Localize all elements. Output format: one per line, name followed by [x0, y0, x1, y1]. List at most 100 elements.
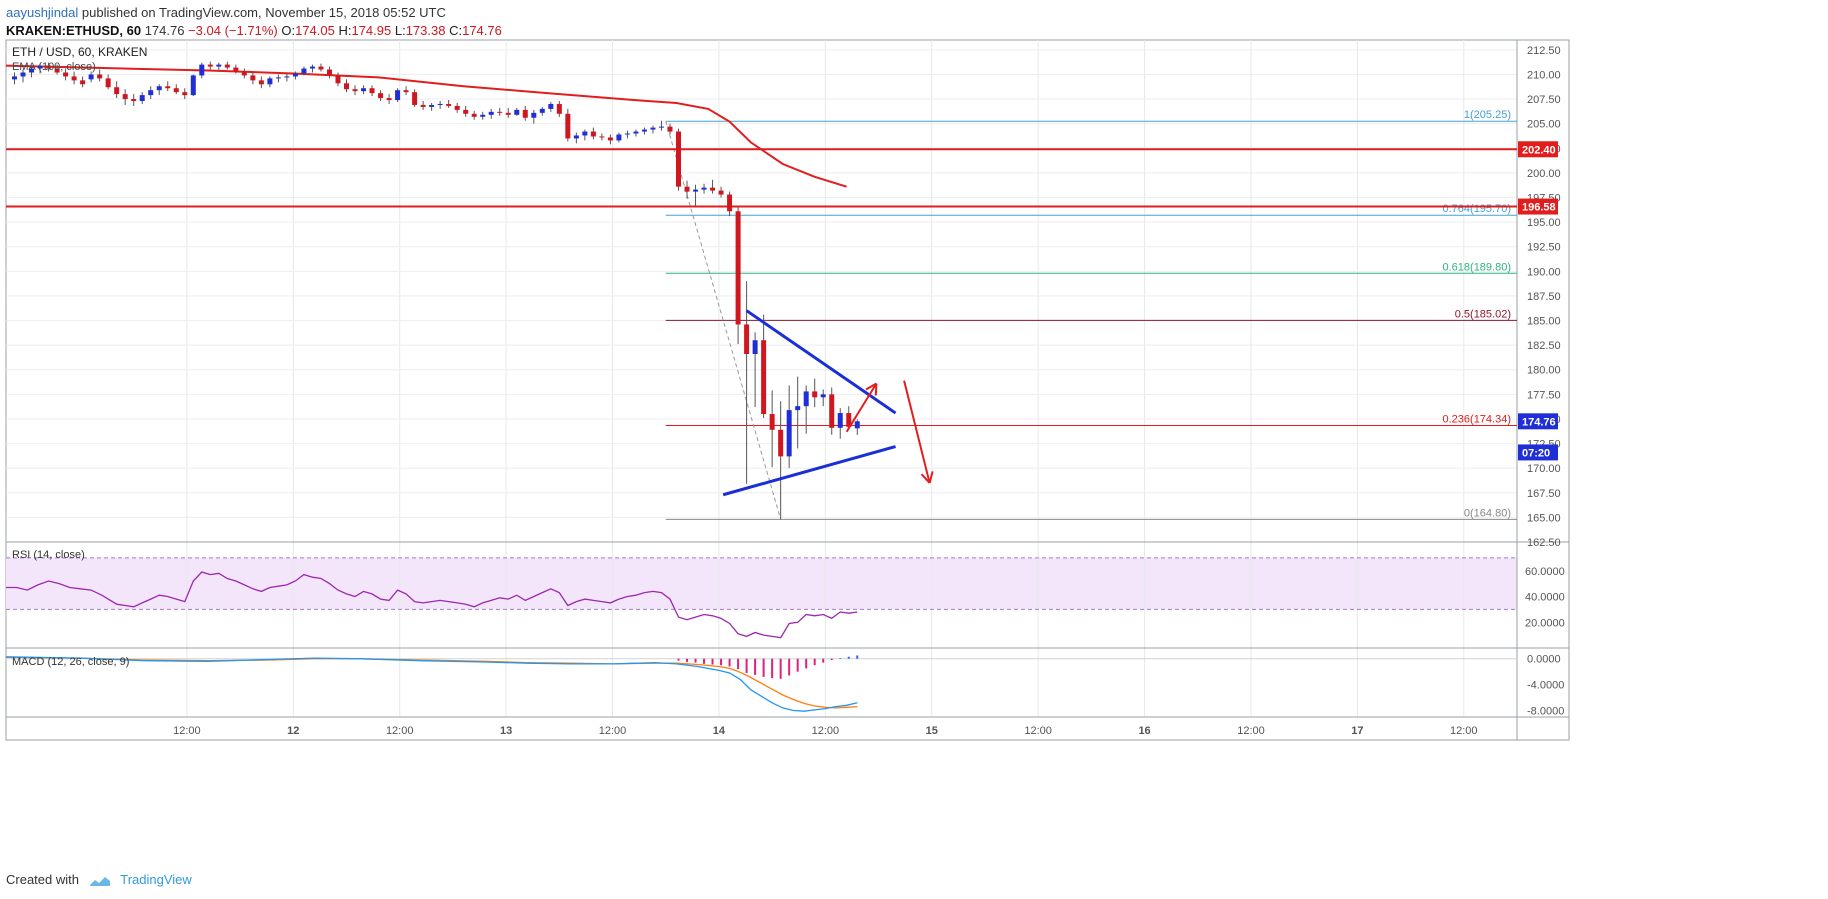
- last-price-badge-text: 07:20: [1522, 447, 1550, 459]
- author-link[interactable]: aayushjindal: [6, 5, 79, 20]
- candle-body: [727, 194, 733, 212]
- triangle-lower-trendline: [722, 445, 896, 497]
- open-value: 174.05: [295, 23, 335, 38]
- candle-body: [71, 76, 77, 81]
- macd-histogram-bar: [762, 658, 765, 677]
- candle-body: [778, 429, 784, 457]
- high-value: 174.95: [351, 23, 392, 38]
- candle-body: [488, 111, 494, 115]
- price-tick-label: 167.50: [1527, 488, 1561, 500]
- candle-body: [667, 126, 673, 132]
- macd-histogram-bar: [754, 658, 757, 675]
- macd-histogram-bar: [813, 658, 816, 666]
- candle-body: [165, 86, 171, 89]
- candle-body: [267, 78, 273, 85]
- fib-level-label: 1(205.25): [1464, 109, 1511, 121]
- created-with-label: Created with: [6, 872, 79, 887]
- candle-body: [607, 137, 613, 141]
- candle-body: [361, 88, 367, 92]
- ema-legend: EMA (100, close): [12, 61, 96, 73]
- candle-body: [480, 114, 486, 117]
- candle-body: [624, 133, 630, 135]
- last-price-badge: [1518, 413, 1558, 430]
- price-tick-label: 212.50: [1527, 45, 1561, 57]
- macd-histogram-bar: [796, 658, 799, 672]
- candle-body: [258, 80, 264, 85]
- high-label: H:: [338, 23, 352, 38]
- candle-body: [676, 131, 682, 187]
- candle-body: [250, 75, 256, 81]
- rsi-line: [6, 571, 858, 639]
- last-price: 174.76: [144, 23, 185, 38]
- candle-body: [565, 113, 571, 139]
- price-tick-label: 162.50: [1527, 537, 1561, 549]
- macd-line: [5, 656, 858, 712]
- price-change: −3.04 (−1.71%): [188, 23, 278, 38]
- macd-tick-label: -4.0000: [1527, 680, 1564, 692]
- chart-frame: [5, 39, 1570, 741]
- macd-histogram-bar: [703, 658, 706, 664]
- macd-histogram-bar: [856, 655, 859, 659]
- price-tick-label: 190.00: [1527, 266, 1561, 278]
- candle-body: [803, 391, 809, 407]
- price-tick-label: 187.50: [1527, 291, 1561, 303]
- macd-histogram-bar: [711, 658, 714, 665]
- macd-panel-title: MACD (12, 26, close, 9): [12, 656, 129, 668]
- candle-body: [284, 76, 290, 78]
- macd-histogram-bar: [737, 658, 740, 670]
- macd-histogram-bar: [788, 658, 791, 676]
- candle-body: [514, 109, 520, 115]
- candle-body: [326, 69, 332, 76]
- candle-body: [88, 74, 94, 80]
- candle-body: [539, 108, 545, 113]
- candle-body: [37, 65, 43, 69]
- arrow-up-shaft: [845, 382, 878, 433]
- candle-body: [20, 72, 26, 77]
- candle-body: [548, 103, 554, 109]
- candle-body: [744, 324, 750, 354]
- candle-body: [710, 187, 716, 191]
- macd-tick-label: -8.0000: [1527, 706, 1564, 718]
- candle-body: [429, 104, 435, 107]
- fib-level-label: 0.5(185.02): [1455, 308, 1511, 320]
- candle-body: [80, 80, 86, 85]
- last-price-badge-text: 174.76: [1522, 416, 1556, 428]
- price-tick-label: 170.00: [1527, 463, 1561, 475]
- candle-body: [335, 75, 341, 84]
- candle-body: [318, 66, 324, 70]
- time-tick-label: 12:00: [1237, 725, 1265, 737]
- macd-histogram-bar: [720, 658, 723, 666]
- candle-body: [641, 129, 647, 132]
- close-label: C:: [449, 23, 463, 38]
- candle-body: [812, 391, 818, 398]
- tradingview-link[interactable]: TradingView: [120, 872, 192, 887]
- candle-body: [471, 113, 477, 117]
- fib-level-label: 0.236(174.34): [1443, 413, 1512, 425]
- candle-body: [684, 186, 690, 192]
- arrow-up-head: [874, 383, 878, 396]
- time-tick-label: 12:00: [1024, 725, 1052, 737]
- candle-body: [650, 127, 656, 130]
- price-tick-label: 195.00: [1527, 217, 1561, 229]
- price-tick-label: 200.00: [1527, 168, 1561, 180]
- macd-histogram-bar: [728, 658, 731, 667]
- candle-body: [12, 76, 18, 80]
- rsi-tick-label: 20.0000: [1525, 617, 1565, 629]
- candle-body: [148, 90, 154, 96]
- price-level-badge: [1518, 198, 1558, 215]
- candle-body: [207, 64, 213, 67]
- fib-level-label: 0(164.80): [1464, 507, 1511, 519]
- time-tick-label: 14: [713, 725, 726, 737]
- rsi-panel-title: RSI (14, close): [12, 549, 85, 561]
- triangle-upper-trendline: [745, 309, 897, 415]
- candle-body: [590, 131, 596, 137]
- price-level-badge: [1518, 141, 1558, 158]
- price-tick-label: 180.00: [1527, 365, 1561, 377]
- arrow-up-head: [865, 382, 877, 391]
- candle-body: [173, 88, 179, 93]
- candle-body: [54, 68, 60, 73]
- candle-body: [769, 414, 775, 430]
- fib-level-label: 0.618(189.80): [1443, 261, 1512, 273]
- candle-body: [275, 77, 281, 79]
